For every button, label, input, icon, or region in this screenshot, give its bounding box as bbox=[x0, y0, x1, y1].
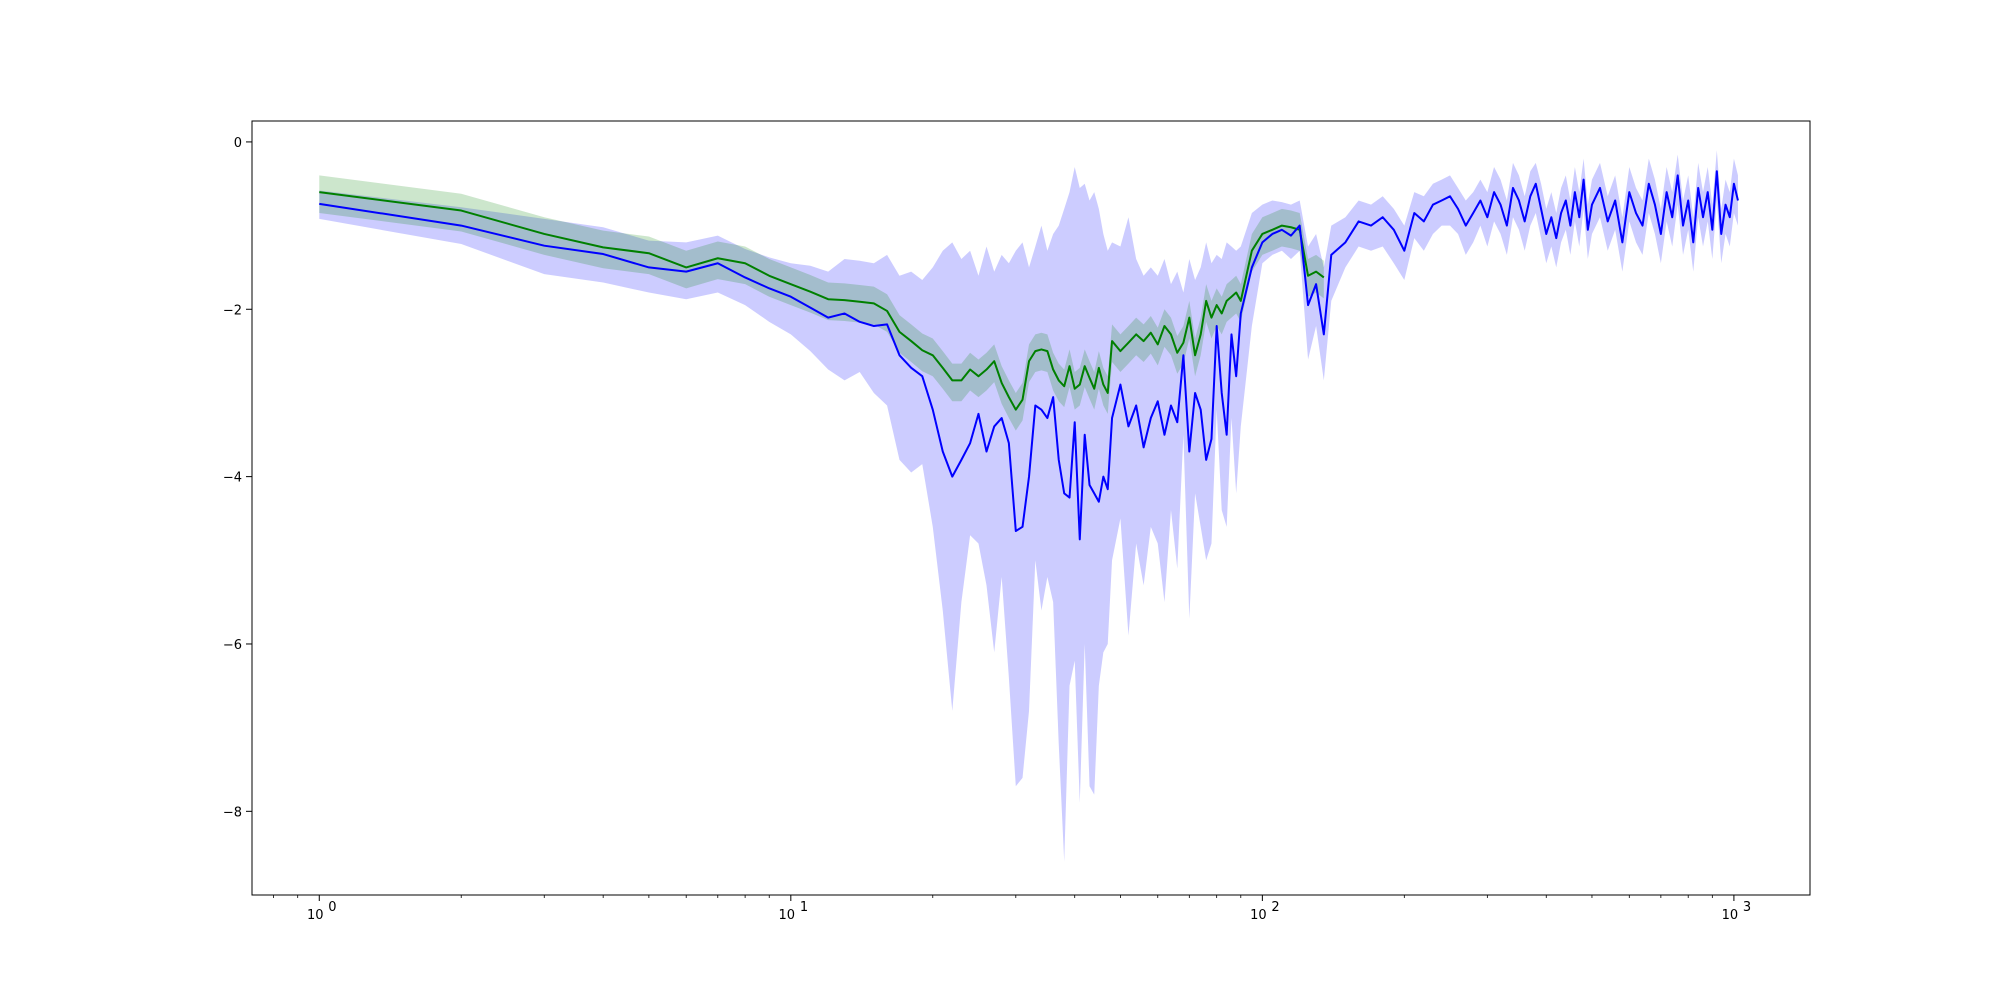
x-tick-exponent: 3 bbox=[1743, 900, 1751, 915]
y-tick-label: 0 bbox=[234, 136, 242, 151]
confidence-bands bbox=[319, 150, 1738, 862]
x-tick-label: 10 bbox=[1250, 908, 1267, 923]
series-lines bbox=[319, 170, 1739, 541]
x-tick-label: 10 bbox=[1722, 908, 1739, 923]
x-tick-exponent: 0 bbox=[328, 900, 336, 915]
y-axis: 0 −2 −4 −6 −8 bbox=[223, 136, 252, 820]
y-tick-label: −8 bbox=[223, 805, 242, 820]
x-axis: 10 0 10 1 10 2 10 3 bbox=[273, 895, 1751, 923]
line-blue bbox=[319, 170, 1739, 541]
band-blue bbox=[319, 150, 1738, 862]
x-tick-exponent: 2 bbox=[1271, 900, 1279, 915]
plot-frame bbox=[251, 120, 1811, 896]
y-tick-label: −6 bbox=[223, 638, 242, 653]
line-green bbox=[319, 191, 1325, 411]
x-tick-label: 10 bbox=[307, 908, 324, 923]
x-tick-exponent: 1 bbox=[800, 900, 808, 915]
y-tick-label: −4 bbox=[223, 471, 242, 486]
y-tick-label: −2 bbox=[223, 303, 242, 318]
x-tick-label: 10 bbox=[779, 908, 796, 923]
